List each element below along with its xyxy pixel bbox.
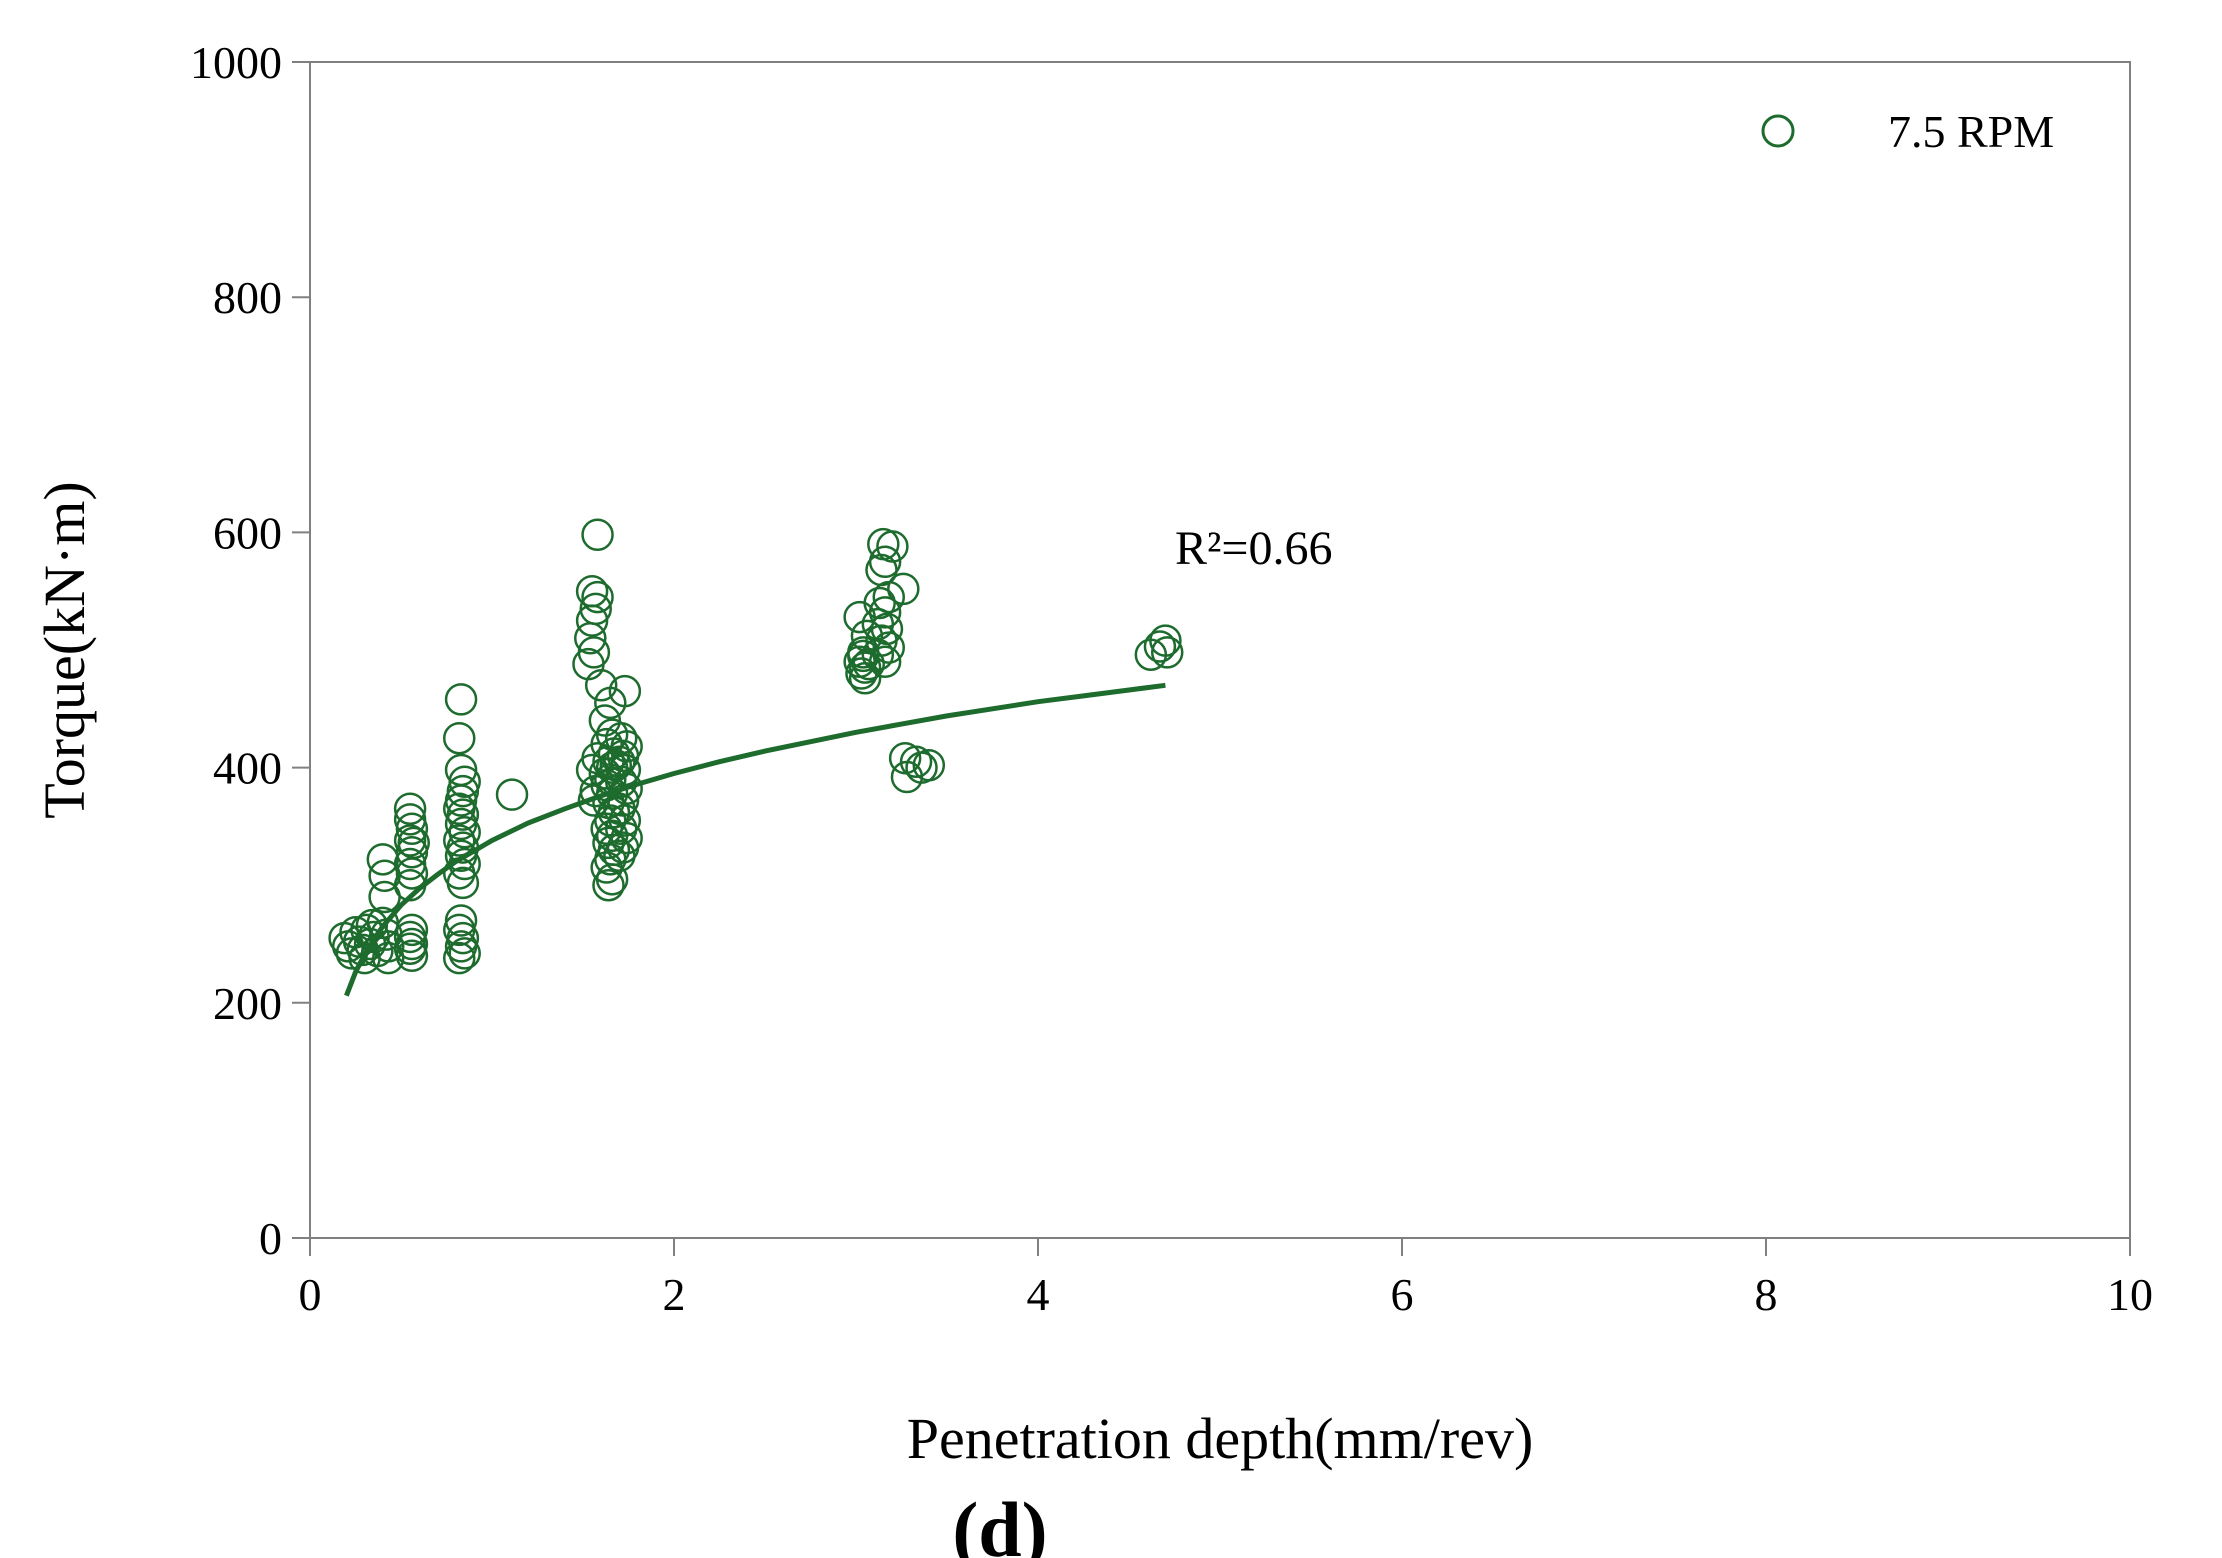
x-axis-title: Penetration depth(mm/rev) [907,1406,1534,1471]
x-axis: 0 2 4 6 8 10 [299,1238,2153,1320]
y-tick-label: 600 [213,507,282,558]
y-tick-label: 400 [213,743,282,794]
data-point [865,624,898,657]
data-point [848,651,882,684]
data-point [442,721,476,755]
data-point [861,638,895,671]
data-point [393,824,427,857]
data-point [603,839,636,873]
r-squared-annotation: R²=0.66 [1175,522,1332,575]
panel-label: (d) [952,1486,1047,1558]
data-point [581,518,614,552]
y-tick-label: 0 [259,1213,282,1264]
data-point [608,674,642,708]
x-tick-label: 10 [2107,1269,2153,1320]
data-point [395,939,429,973]
data-point [395,812,429,846]
x-tick-label: 6 [1391,1269,1414,1320]
plot-area-frame [309,61,2131,1239]
data-point [442,792,476,826]
data-point [372,941,405,975]
data-point [442,824,476,857]
data-point [574,621,607,655]
y-axis: 0 200 400 600 800 1000 [190,37,310,1264]
data-point [448,816,481,849]
data-point [610,772,643,806]
data-point [584,669,618,702]
data-point [872,631,906,664]
data-points [328,518,1184,975]
data-point [397,826,430,860]
data-point [575,604,609,637]
y-tick-label: 1000 [190,37,282,88]
data-point [899,745,933,778]
x-tick-label: 2 [663,1269,686,1320]
data-point [863,586,896,620]
legend-marker [1761,114,1795,148]
data-point [604,812,638,846]
x-tick-label: 8 [1755,1269,1778,1320]
data-point [448,937,481,970]
legend-label: 7.5 RPM [1888,106,2054,157]
data-point [372,930,405,963]
data-point [595,863,629,896]
data-point [1143,630,1177,663]
y-tick-label: 200 [213,978,282,1029]
data-point [592,868,625,902]
data-point [912,748,946,782]
data-point [1149,624,1182,657]
data-point [606,739,640,773]
data-point [581,580,614,614]
y-tick-label: 800 [213,272,282,323]
y-axis-title: Torque(kN·m) [32,481,97,818]
data-point [446,866,480,900]
data-point [442,941,476,975]
data-point [850,619,884,653]
data-point [366,843,400,876]
data-point [1150,636,1184,669]
data-point [393,792,427,826]
data-point [868,645,902,679]
data-point [444,930,478,963]
x-tick-label: 0 [299,1269,322,1320]
data-point [444,683,478,716]
data-point [604,721,638,755]
data-point [887,572,920,606]
data-point [495,778,529,811]
x-tick-label: 4 [1027,1269,1050,1320]
data-point [604,765,638,798]
fit-curve [344,682,1166,997]
